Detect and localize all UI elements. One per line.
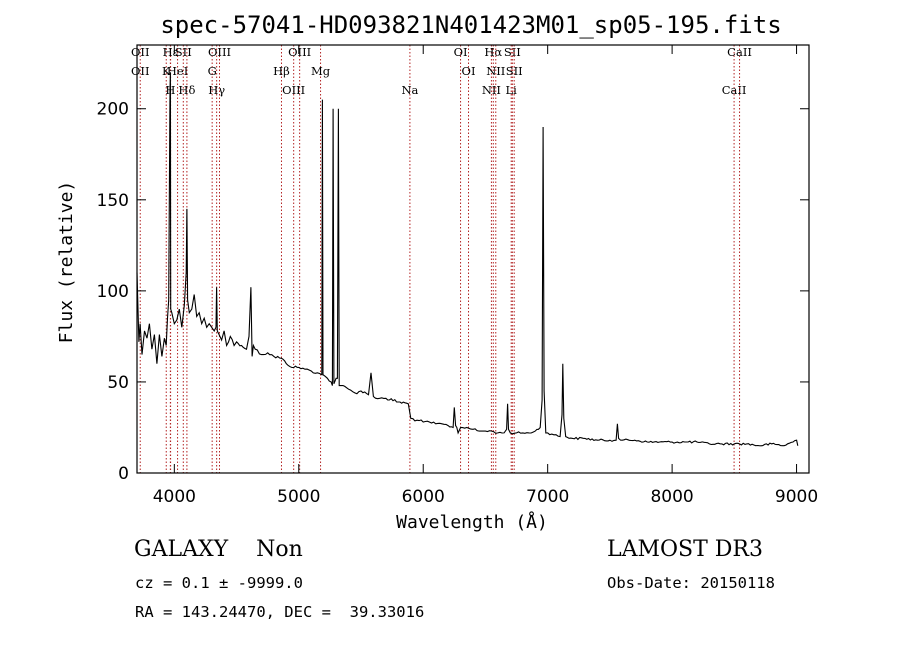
line-marker-label: OIII: [282, 83, 305, 97]
line-marker-label: Hγ: [208, 83, 225, 97]
y-tick-label: 150: [97, 191, 129, 211]
axis-ticks: 4000 5000 6000 7000 8000 9000 0 50 100 150 200: [97, 45, 818, 507]
survey-name: LAMOST DR3: [607, 537, 763, 562]
coordinates-readout: RA = 143.24470, DEC = 39.33016: [135, 603, 425, 621]
line-marker-label: Na: [401, 83, 418, 97]
line-marker-label: Hβ: [273, 64, 290, 78]
line-marker-label: Li: [506, 83, 518, 97]
spectrum-line: [136, 72, 799, 447]
y-tick-label: 0: [118, 464, 129, 484]
line-marker-label: Hδ: [178, 83, 195, 97]
object-class: GALAXY Non: [134, 537, 303, 562]
redshift-readout: cz = 0.1 ± -9999.0: [135, 574, 303, 592]
x-tick-label: 8000: [650, 487, 693, 507]
line-marker-label: Mg: [311, 64, 331, 78]
x-tick-label: 5000: [277, 487, 320, 507]
line-marker-label: NII: [482, 83, 501, 97]
line-marker-label: OIII: [208, 45, 231, 59]
line-marker-label: K: [162, 64, 171, 78]
line-marker-label: Hα: [484, 45, 502, 59]
line-marker-label: CaII: [727, 45, 752, 59]
line-marker-label: SII: [506, 64, 523, 78]
y-axis-label: Flux (relative): [56, 181, 77, 344]
plot-frame: [136, 44, 810, 474]
x-axis-label: Wavelength (Å): [396, 511, 548, 533]
x-tick-label: 7000: [526, 487, 569, 507]
line-marker-label: NII: [486, 64, 505, 78]
line-marker-label: G: [208, 64, 217, 78]
line-marker-label: OI: [454, 45, 468, 59]
line-marker-label: CaII: [722, 83, 747, 97]
y-tick-label: 50: [107, 373, 129, 393]
x-tick-label: 9000: [775, 487, 818, 507]
line-marker-label: SII: [175, 45, 192, 59]
chart-title: spec-57041-HD093821N401423M01_sp05-195.f…: [160, 11, 781, 39]
line-marker-label: OIII: [288, 45, 311, 59]
x-tick-label: 4000: [153, 487, 196, 507]
y-tick-label: 100: [97, 282, 129, 302]
line-marker-label: OII: [131, 45, 150, 59]
x-tick-label: 6000: [402, 487, 445, 507]
line-marker-label: OII: [131, 64, 150, 78]
obs-date: Obs-Date: 20150118: [607, 574, 775, 592]
line-marker-label: OI: [462, 64, 476, 78]
y-tick-label: 200: [97, 100, 129, 120]
line-marker-label: SII: [504, 45, 521, 59]
